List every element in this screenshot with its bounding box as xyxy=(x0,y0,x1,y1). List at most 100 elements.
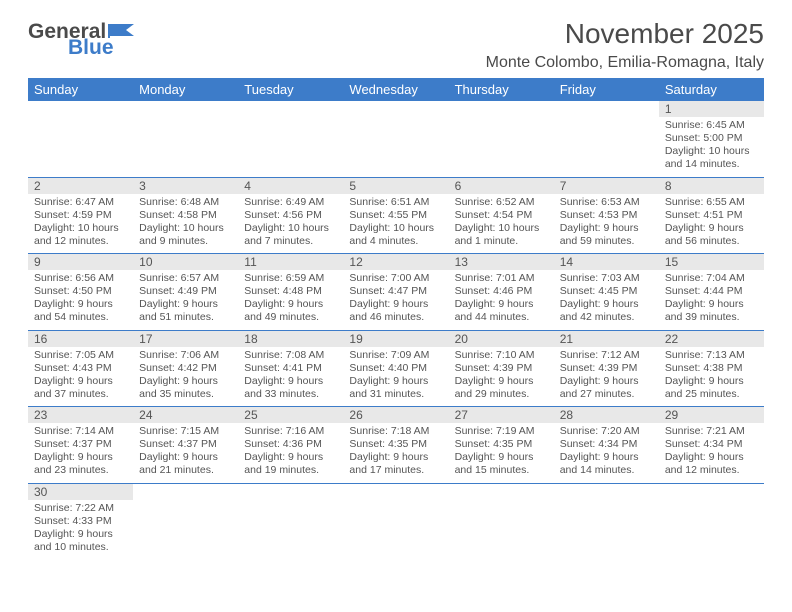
day-number-cell: 21 xyxy=(554,330,659,347)
week-content-row: Sunrise: 6:47 AMSunset: 4:59 PMDaylight:… xyxy=(28,194,764,254)
sunrise-text: Sunrise: 7:12 AM xyxy=(560,349,653,362)
daylight-text: Daylight: 9 hours xyxy=(455,451,548,464)
daylight-text: Daylight: 9 hours xyxy=(455,298,548,311)
day-content-cell xyxy=(343,500,448,560)
day-number-cell xyxy=(28,101,133,117)
sunset-text: Sunset: 4:40 PM xyxy=(349,362,442,375)
daylight-text: and 25 minutes. xyxy=(665,388,758,401)
daylight-text: Daylight: 10 hours xyxy=(665,145,758,158)
daylight-text: and 10 minutes. xyxy=(34,541,127,554)
sunrise-text: Sunrise: 7:06 AM xyxy=(139,349,232,362)
daylight-text: and 49 minutes. xyxy=(244,311,337,324)
week-content-row: Sunrise: 7:05 AMSunset: 4:43 PMDaylight:… xyxy=(28,347,764,407)
day-header: Friday xyxy=(554,78,659,101)
day-number-cell: 18 xyxy=(238,330,343,347)
day-number-cell: 6 xyxy=(449,177,554,194)
week-content-row: Sunrise: 7:22 AMSunset: 4:33 PMDaylight:… xyxy=(28,500,764,560)
day-content-cell: Sunrise: 7:18 AMSunset: 4:35 PMDaylight:… xyxy=(343,423,448,483)
day-number-cell xyxy=(133,483,238,500)
day-number-cell xyxy=(554,483,659,500)
sunset-text: Sunset: 4:55 PM xyxy=(349,209,442,222)
week-number-row: 30 xyxy=(28,483,764,500)
sunset-text: Sunset: 4:36 PM xyxy=(244,438,337,451)
day-number-cell: 22 xyxy=(659,330,764,347)
daylight-text: and 29 minutes. xyxy=(455,388,548,401)
daylight-text: and 19 minutes. xyxy=(244,464,337,477)
daylight-text: Daylight: 9 hours xyxy=(560,222,653,235)
day-number-cell xyxy=(343,101,448,117)
daylight-text: Daylight: 10 hours xyxy=(139,222,232,235)
day-number-cell: 4 xyxy=(238,177,343,194)
daylight-text: and 27 minutes. xyxy=(560,388,653,401)
sunrise-text: Sunrise: 6:56 AM xyxy=(34,272,127,285)
day-number-cell xyxy=(238,483,343,500)
daylight-text: and 12 minutes. xyxy=(34,235,127,248)
day-number-cell: 25 xyxy=(238,407,343,424)
sunrise-text: Sunrise: 6:52 AM xyxy=(455,196,548,209)
sunrise-text: Sunrise: 7:08 AM xyxy=(244,349,337,362)
sunset-text: Sunset: 4:45 PM xyxy=(560,285,653,298)
day-content-cell: Sunrise: 6:47 AMSunset: 4:59 PMDaylight:… xyxy=(28,194,133,254)
day-number-cell xyxy=(449,483,554,500)
week-content-row: Sunrise: 7:14 AMSunset: 4:37 PMDaylight:… xyxy=(28,423,764,483)
header: General Blue November 2025 Monte Colombo… xyxy=(28,18,764,72)
daylight-text: Daylight: 9 hours xyxy=(665,298,758,311)
day-number-cell xyxy=(449,101,554,117)
day-content-cell: Sunrise: 6:51 AMSunset: 4:55 PMDaylight:… xyxy=(343,194,448,254)
day-number-cell xyxy=(659,483,764,500)
sunset-text: Sunset: 4:58 PM xyxy=(139,209,232,222)
day-number-cell xyxy=(133,101,238,117)
sunset-text: Sunset: 4:34 PM xyxy=(560,438,653,451)
sunrise-text: Sunrise: 7:20 AM xyxy=(560,425,653,438)
week-content-row: Sunrise: 6:45 AMSunset: 5:00 PMDaylight:… xyxy=(28,117,764,177)
sunrise-text: Sunrise: 7:05 AM xyxy=(34,349,127,362)
daylight-text: and 39 minutes. xyxy=(665,311,758,324)
daylight-text: Daylight: 9 hours xyxy=(349,298,442,311)
daylight-text: Daylight: 9 hours xyxy=(34,375,127,388)
day-content-cell: Sunrise: 7:19 AMSunset: 4:35 PMDaylight:… xyxy=(449,423,554,483)
sunset-text: Sunset: 4:43 PM xyxy=(34,362,127,375)
daylight-text: and 37 minutes. xyxy=(34,388,127,401)
day-number-cell: 7 xyxy=(554,177,659,194)
day-number-cell: 24 xyxy=(133,407,238,424)
day-header-row: SundayMondayTuesdayWednesdayThursdayFrid… xyxy=(28,78,764,101)
sunrise-text: Sunrise: 7:16 AM xyxy=(244,425,337,438)
sunrise-text: Sunrise: 7:18 AM xyxy=(349,425,442,438)
daylight-text: Daylight: 9 hours xyxy=(244,298,337,311)
logo: General Blue xyxy=(28,18,136,58)
sunset-text: Sunset: 4:51 PM xyxy=(665,209,758,222)
sunset-text: Sunset: 4:39 PM xyxy=(560,362,653,375)
sunrise-text: Sunrise: 7:04 AM xyxy=(665,272,758,285)
sunrise-text: Sunrise: 7:21 AM xyxy=(665,425,758,438)
daylight-text: and 14 minutes. xyxy=(665,158,758,171)
day-content-cell: Sunrise: 7:22 AMSunset: 4:33 PMDaylight:… xyxy=(28,500,133,560)
day-content-cell: Sunrise: 6:48 AMSunset: 4:58 PMDaylight:… xyxy=(133,194,238,254)
sunrise-text: Sunrise: 7:00 AM xyxy=(349,272,442,285)
sunrise-text: Sunrise: 6:53 AM xyxy=(560,196,653,209)
week-number-row: 9101112131415 xyxy=(28,254,764,271)
sunrise-text: Sunrise: 7:13 AM xyxy=(665,349,758,362)
sunset-text: Sunset: 5:00 PM xyxy=(665,132,758,145)
day-content-cell: Sunrise: 7:21 AMSunset: 4:34 PMDaylight:… xyxy=(659,423,764,483)
daylight-text: and 44 minutes. xyxy=(455,311,548,324)
daylight-text: Daylight: 9 hours xyxy=(349,375,442,388)
daylight-text: Daylight: 9 hours xyxy=(455,375,548,388)
sunset-text: Sunset: 4:54 PM xyxy=(455,209,548,222)
daylight-text: and 42 minutes. xyxy=(560,311,653,324)
sunrise-text: Sunrise: 6:49 AM xyxy=(244,196,337,209)
day-number-cell: 30 xyxy=(28,483,133,500)
sunrise-text: Sunrise: 7:15 AM xyxy=(139,425,232,438)
day-content-cell: Sunrise: 6:53 AMSunset: 4:53 PMDaylight:… xyxy=(554,194,659,254)
day-number-cell xyxy=(554,101,659,117)
sunrise-text: Sunrise: 6:59 AM xyxy=(244,272,337,285)
week-number-row: 16171819202122 xyxy=(28,330,764,347)
sunset-text: Sunset: 4:48 PM xyxy=(244,285,337,298)
sunrise-text: Sunrise: 6:51 AM xyxy=(349,196,442,209)
sunrise-text: Sunrise: 7:03 AM xyxy=(560,272,653,285)
sunset-text: Sunset: 4:50 PM xyxy=(34,285,127,298)
day-header: Tuesday xyxy=(238,78,343,101)
day-number-cell: 26 xyxy=(343,407,448,424)
day-content-cell: Sunrise: 6:56 AMSunset: 4:50 PMDaylight:… xyxy=(28,270,133,330)
day-content-cell xyxy=(133,117,238,177)
day-header: Saturday xyxy=(659,78,764,101)
